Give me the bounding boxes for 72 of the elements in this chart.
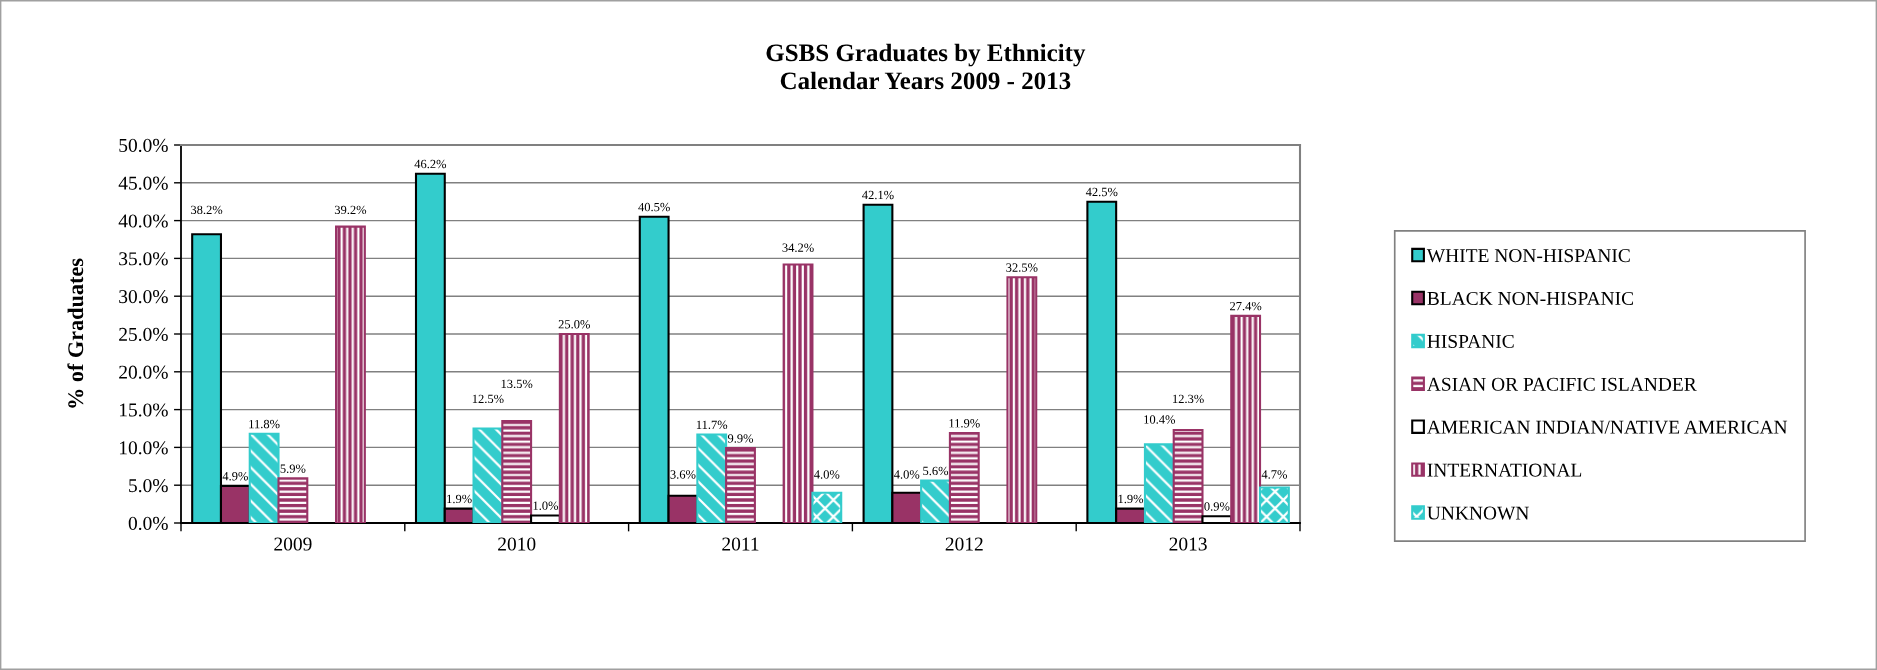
data-label: 11.8% <box>249 419 280 429</box>
data-label: 38.2% <box>191 205 223 215</box>
y-tick-label: 0.0% <box>128 516 168 531</box>
data-label: 1.9% <box>1118 494 1144 504</box>
legend-label: BLACK NON-HISPANIC <box>1427 291 1633 306</box>
data-label: 4.0% <box>893 470 920 479</box>
data-label: 1.9% <box>447 494 472 504</box>
x-tick-label: 2012 <box>945 537 983 551</box>
y-tick-label: 35.0% <box>119 252 168 266</box>
bar <box>335 225 366 523</box>
data-label: 12.3% <box>1173 394 1204 404</box>
data-label: 12.5% <box>472 394 504 404</box>
data-label: 11.9% <box>949 419 980 428</box>
bar <box>558 332 590 523</box>
bar <box>811 491 843 523</box>
data-label: 4.7% <box>1261 470 1288 479</box>
legend-label: WHITE NON-HISPANIC <box>1426 249 1630 263</box>
y-tick-label: 30.0% <box>119 290 168 304</box>
y-tick-label: 15.0% <box>119 403 168 417</box>
data-label: 5.9% <box>280 464 306 473</box>
bar <box>1259 486 1290 523</box>
bar <box>920 479 951 523</box>
bar <box>248 432 280 523</box>
bar <box>1172 428 1204 523</box>
bar <box>1006 276 1038 523</box>
y-tick-label: 5.0% <box>129 479 168 493</box>
x-tick-label: 2010 <box>498 537 536 551</box>
x-tick-label: 2013 <box>1169 537 1207 551</box>
legend-label: ASIAN OR PACIFIC ISLANDER <box>1427 377 1697 391</box>
y-tick-label: 20.0% <box>119 365 168 379</box>
data-label: 4.9% <box>222 471 248 481</box>
legend-label: UNKNOWN <box>1427 506 1529 520</box>
chart-subtitle: Calendar Years 2009 - 2013 <box>780 71 1071 90</box>
data-label: 25.0% <box>558 320 590 329</box>
data-label: 42.5% <box>1085 187 1118 197</box>
data-label: 32.5% <box>1006 263 1038 272</box>
x-tick-label: 2011 <box>722 537 759 551</box>
data-label: 1.0% <box>533 501 559 510</box>
chart-title: GSBS Graduates by Ethnicity <box>766 43 1086 67</box>
bar <box>1143 443 1175 523</box>
y-tick-label: 45.0% <box>118 176 168 190</box>
data-label: 40.5% <box>638 202 670 212</box>
legend-label: INTERNATIONAL <box>1427 463 1582 477</box>
bar <box>782 263 814 523</box>
legend-label: AMERICAN INDIAN/NATIVE AMERICAN <box>1427 420 1788 434</box>
data-label: 0.9% <box>1204 502 1230 511</box>
bar <box>696 433 728 523</box>
data-label: 10.4% <box>1144 415 1176 424</box>
legend-label: HISPANIC <box>1427 334 1514 348</box>
data-label: 11.7% <box>696 420 728 430</box>
bar <box>501 419 533 523</box>
bar <box>277 477 309 523</box>
bar <box>472 427 504 523</box>
y-axis-title: % of Graduates <box>67 258 84 408</box>
data-label: 27.4% <box>1230 301 1262 311</box>
data-label: 46.2% <box>414 159 447 169</box>
y-tick-label: 40.0% <box>118 214 168 228</box>
data-label: 5.6% <box>923 466 949 476</box>
data-label: 34.2% <box>782 243 814 252</box>
data-label: 9.9% <box>727 434 754 443</box>
bar <box>948 432 980 523</box>
data-label: 3.6% <box>670 470 696 479</box>
data-label: 39.2% <box>334 205 367 215</box>
data-label: 42.1% <box>862 190 894 200</box>
x-tick-label: 2009 <box>274 537 312 551</box>
data-label: 13.5% <box>501 379 533 389</box>
bar <box>1230 314 1262 523</box>
bar <box>725 447 756 523</box>
y-tick-label: 10.0% <box>119 441 168 455</box>
data-label: 4.0% <box>814 470 840 479</box>
y-tick-label: 50.0% <box>119 138 168 153</box>
y-tick-label: 25.0% <box>119 327 168 342</box>
